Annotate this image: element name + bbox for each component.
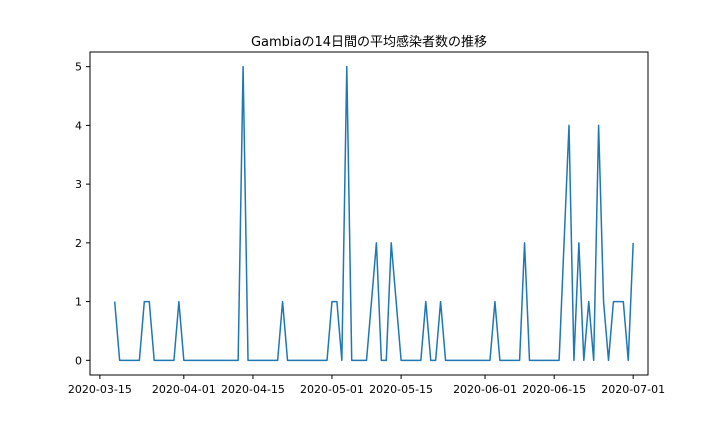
- x-tick-label: 2020-03-15: [68, 383, 132, 396]
- series-line: [113, 65, 634, 362]
- y-tick-label: 1: [75, 296, 82, 309]
- y-tick-label: 2: [75, 237, 82, 250]
- y-axis: 0 1 2 3 4 5: [75, 61, 90, 367]
- x-tick-label: 2020-06-15: [522, 383, 586, 396]
- series-layer: [113, 65, 634, 362]
- y-tick-label: 3: [75, 178, 82, 191]
- y-tick-label: 0: [75, 354, 82, 367]
- y-tick-label: 5: [75, 61, 82, 74]
- x-tick-label: 2020-05-15: [369, 383, 433, 396]
- x-tick-label: 2020-05-01: [300, 383, 364, 396]
- plot-frame: [89, 51, 649, 376]
- x-tick-label: 2020-04-01: [152, 383, 216, 396]
- x-axis: 2020-03-15 2020-04-01 2020-04-15 2020-05-01…: [68, 375, 665, 396]
- chart-title: Gambiaの14日間の平均感染者数の推移: [251, 34, 487, 50]
- x-tick-label: 2020-07-01: [601, 383, 665, 396]
- y-tick-label: 4: [75, 119, 82, 132]
- x-tick-label: 2020-06-01: [453, 383, 517, 396]
- x-tick-label: 2020-04-15: [221, 383, 285, 396]
